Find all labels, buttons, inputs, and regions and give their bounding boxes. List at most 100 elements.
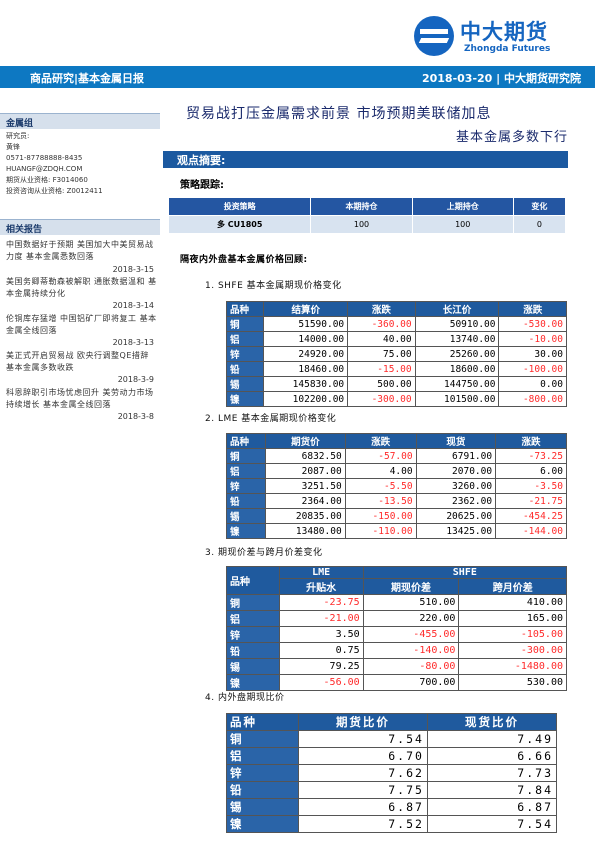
table-cell: -360.00 (347, 316, 416, 332)
report-date: 2018-3-14 (112, 301, 154, 311)
table-row: 铅 7.75 7.84 (226, 781, 558, 799)
sidebar-group-title: 金属组 (0, 113, 160, 129)
metal-name: 锡 (226, 658, 280, 675)
table-header: SHFE (362, 566, 568, 579)
section-title-ratio: 4. 内外盘期现比价 (205, 693, 285, 703)
table-cell: 101500.00 (414, 391, 500, 407)
report-title-main: 贸易战打压金属需求前景 市场预期美联储加息 (186, 106, 492, 122)
report-title[interactable]: 伦铜库存猛增 中国铝矿厂即将复工 基本金属全线回落 (6, 313, 157, 336)
metal-name: 镍 (225, 391, 265, 407)
report-date-org: 2018-03-20 | 中大期货研究院 (421, 72, 581, 85)
metal-name: 铅 (225, 361, 265, 377)
table-cell: 500.00 (347, 376, 416, 392)
table-cell: 13425.00 (415, 523, 497, 539)
table-cell: -800.00 (498, 391, 567, 407)
table-header: 上期持仓 (411, 197, 514, 216)
table-row: 锡 20835.00 -150.00 20625.00 -454.25 (225, 508, 567, 524)
table-row: 锌 24920.00 75.00 25260.00 30.00 (225, 346, 567, 362)
ratio-table: 品种 期货比价 现货比价 铜 7.54 7.49 铝 6.70 6.66 锌 7.62 7.73 铅 7… (226, 713, 558, 833)
table-cell: 4.00 (344, 463, 417, 479)
table-cell: 6.66 (426, 747, 558, 765)
table-header: 长江价 (414, 301, 500, 317)
brand-name-cn: 中大期货 (460, 20, 548, 44)
table-header: 本期持仓 (310, 197, 413, 216)
metal-name: 铅 (226, 781, 299, 799)
table-row: 镍 102200.00 -300.00 101500.00 -800.00 (225, 391, 567, 407)
table-cell: 6.87 (426, 798, 558, 816)
table-cell: 3260.00 (415, 478, 497, 494)
analyst-line: 投资咨询从业资格: Z0012411 (6, 187, 103, 195)
metal-name: 铝 (225, 331, 265, 347)
table-row: 铜 -23.75 510.00 410.00 (226, 594, 567, 611)
table-cell: 7.84 (426, 781, 558, 799)
table-row: 锡 145830.00 500.00 144750.00 0.00 (225, 376, 567, 392)
table-cell: -150.00 (344, 508, 417, 524)
table-cell: 30.00 (498, 346, 567, 362)
table-cell: -110.00 (344, 523, 417, 539)
table-header: 变化 (512, 197, 567, 216)
analyst-line: 研究员: (6, 132, 30, 140)
table-cell: -57.00 (344, 448, 417, 464)
report-date: 2018-3-8 (117, 412, 154, 422)
metal-name: 锡 (225, 508, 267, 524)
report-title[interactable]: 科恩辞职引市场忧虑回升 美劳动力市场持续增长 基本金属全线回落 (6, 387, 154, 409)
metal-name: 铜 (225, 316, 265, 332)
table-row: 铝 14000.00 40.00 13740.00 -10.00 (225, 331, 567, 347)
report-title[interactable]: 中国数据好于预期 美国加大中美贸易战力度 基本金属悉数回落 (6, 240, 154, 262)
table-row: 铅 0.75 -140.00 -300.00 (226, 642, 567, 659)
table-cell: 79.25 (278, 658, 364, 675)
metal-name: 铝 (225, 463, 267, 479)
table-cell: 6791.00 (415, 448, 497, 464)
table-cell: 20625.00 (415, 508, 497, 524)
table-cell: -80.00 (362, 658, 460, 675)
brand-logo: 中大期货 Zhongda Futures (414, 14, 574, 60)
report-title[interactable]: 美国务卿蒂勒森被解职 通胀数据温和 基本金属持续分化 (6, 276, 157, 299)
table-cell: 510.00 (362, 594, 460, 611)
table-cell: -21.75 (495, 493, 567, 509)
table-row: 铅 2364.00 -13.50 2362.00 -21.75 (225, 493, 567, 509)
table-cell: 13740.00 (414, 331, 500, 347)
table-cell: -73.25 (495, 448, 567, 464)
metal-name: 锌 (226, 764, 299, 782)
table-cell: 7.49 (426, 730, 558, 748)
lme-price-table: 品种 期货价 涨跌 现货 涨跌 铜 6832.50 -57.00 6791.00 -73.25 铝… (225, 433, 567, 539)
table-cell: 0 (512, 215, 567, 234)
table-header: 投资策略 (167, 197, 312, 216)
report-date: 2018-3-15 (112, 264, 154, 274)
table-cell: -100.00 (498, 361, 567, 377)
table-cell: 0.75 (278, 642, 364, 659)
report-title[interactable]: 美正式开启贸易战 欧央行调整QE措辞 基本金属多数收跌 (6, 350, 149, 372)
price-review-heading: 隔夜内外盘基本金属价格回顾: (180, 255, 308, 265)
table-cell: -455.00 (362, 626, 460, 643)
section-title-lme: 2. LME 基本金属期现价格变化 (205, 414, 337, 424)
table-row: 锌 3251.50 -5.50 3260.00 -3.50 (225, 478, 567, 494)
table-cell: 40.00 (347, 331, 416, 347)
table-cell: 3251.50 (265, 478, 346, 494)
table-cell: 20835.00 (265, 508, 346, 524)
table-cell: -56.00 (278, 674, 364, 691)
metal-name: 铜 (226, 594, 280, 611)
table-header: 期货价 (265, 433, 346, 449)
table-cell: 2362.00 (415, 493, 497, 509)
analyst-line: 期货从业资格: F3014060 (6, 176, 88, 184)
table-cell: 6.00 (495, 463, 567, 479)
table-cell: 24920.00 (263, 346, 349, 362)
table-cell: -5.50 (344, 478, 417, 494)
table-row: 铜 51590.00 -360.00 50910.00 -530.00 (225, 316, 567, 332)
analyst-line[interactable]: HUANGF@ZDQH.COM (6, 165, 83, 173)
table-cell: -300.00 (347, 391, 416, 407)
report-header-bar: 商品研究|基本金属日报 2018-03-20 | 中大期货研究院 (0, 66, 595, 88)
table-cell: 6.87 (297, 798, 428, 816)
table-header: 结算价 (263, 301, 349, 317)
table-header: 涨跌 (344, 433, 417, 449)
table-row: 锌 3.50 -455.00 -105.00 (226, 626, 567, 643)
metal-name: 锌 (226, 626, 280, 643)
analyst-line: 黄锋 (6, 143, 20, 151)
metal-name: 铝 (226, 610, 280, 627)
table-cell: 2070.00 (415, 463, 497, 479)
table-cell: 144750.00 (414, 376, 500, 392)
table-header: 品种 (225, 433, 267, 449)
table-cell: 18600.00 (414, 361, 500, 377)
report-subtitle: 基本金属多数下行 (455, 130, 568, 145)
table-cell: -3.50 (495, 478, 567, 494)
